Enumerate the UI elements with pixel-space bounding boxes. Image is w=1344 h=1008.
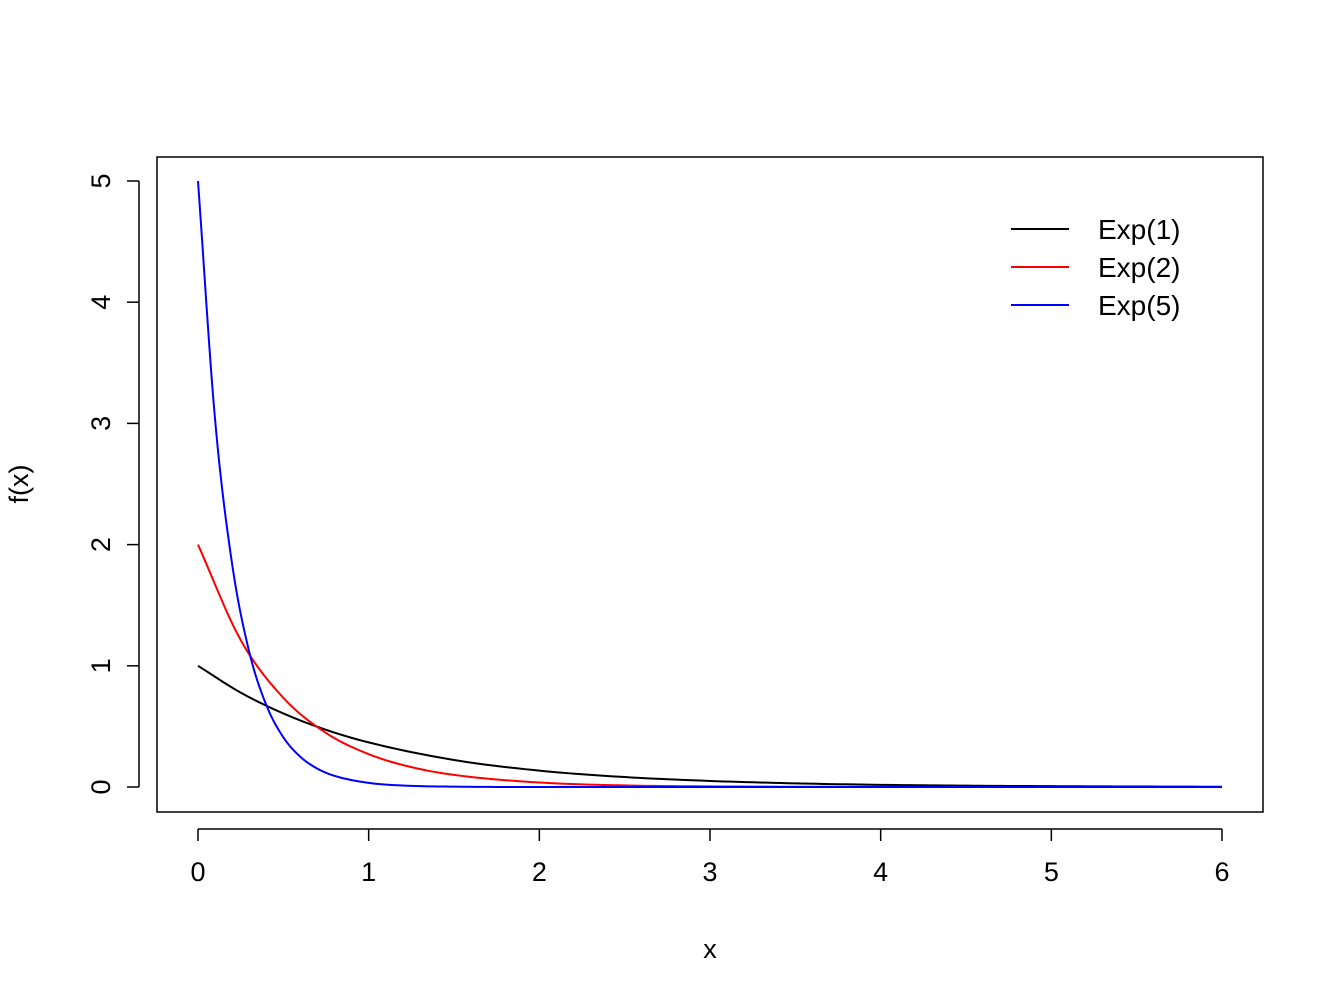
x-axis-label: x xyxy=(703,934,717,964)
x-tick-label: 4 xyxy=(873,857,888,887)
legend-label: Exp(5) xyxy=(1098,290,1180,321)
x-tick-label: 3 xyxy=(702,857,717,887)
legend-label: Exp(1) xyxy=(1098,214,1180,245)
legend: Exp(1) Exp(2) Exp(5) xyxy=(1011,214,1180,321)
x-tick-label: 2 xyxy=(532,857,547,887)
y-axis-label: f(x) xyxy=(4,465,34,504)
x-tick-label: 1 xyxy=(361,857,376,887)
x-tick-label: 0 xyxy=(190,857,205,887)
y-axis: 0 1 2 3 4 5 xyxy=(86,173,140,795)
x-axis: 0 1 2 3 4 5 6 xyxy=(190,828,1230,887)
x-tick-label: 6 xyxy=(1214,857,1229,887)
series-line-1 xyxy=(197,664,1223,788)
y-tick-label: 3 xyxy=(86,416,116,431)
y-tick-label: 1 xyxy=(86,658,116,673)
y-tick-label: 4 xyxy=(86,295,116,310)
x-tick-label: 5 xyxy=(1044,857,1059,887)
series-layer xyxy=(197,180,1223,788)
y-tick-label: 0 xyxy=(86,779,116,794)
y-tick-label: 2 xyxy=(86,537,116,552)
plot-frame xyxy=(156,156,1264,813)
series-line-3 xyxy=(197,180,1222,788)
y-tick-label: 5 xyxy=(86,173,116,188)
legend-label: Exp(2) xyxy=(1098,252,1180,283)
series-line-2 xyxy=(197,544,1222,788)
